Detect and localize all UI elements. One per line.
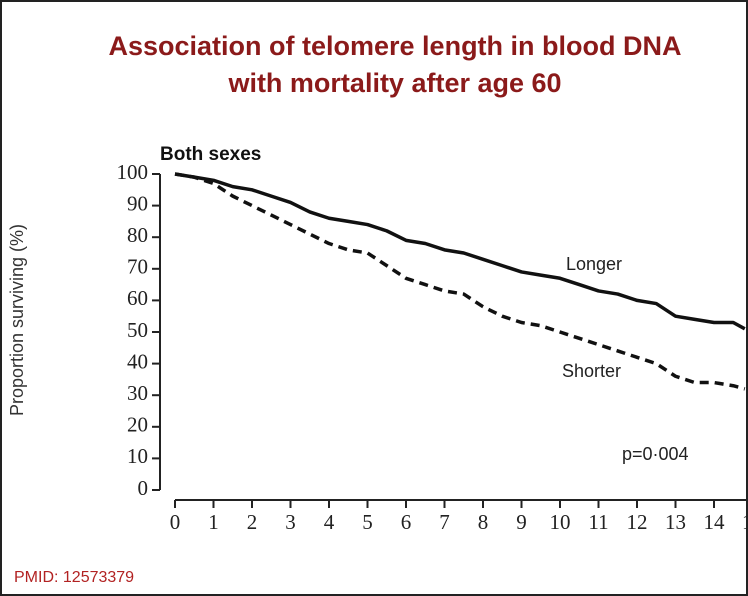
line-series [174, 172, 746, 391]
y-tick-label: 0 [138, 476, 149, 500]
subtitle: Both sexes [160, 144, 261, 165]
y-axis-label: Proportion surviving (%) [7, 224, 27, 416]
line-series [174, 172, 746, 331]
x-tick-label: 6 [401, 510, 412, 534]
chart-title: Association of telomere length in blood … [108, 31, 681, 61]
y-tick-label: 20 [127, 413, 148, 437]
y-tick-label: 70 [127, 255, 148, 279]
y-tick-label: 10 [127, 444, 148, 468]
x-tick-label: 14 [704, 510, 726, 534]
footer: PMID: 12573379 [14, 569, 134, 586]
y-tick-label: 60 [127, 286, 148, 310]
x-tick-label: 10 [550, 510, 571, 534]
chart-title: with mortality after age 60 [227, 68, 561, 98]
y-tick-label: 50 [127, 318, 148, 342]
x-tick-label: 13 [665, 510, 686, 534]
annotation: Longer [566, 254, 622, 274]
x-tick-label: 0 [170, 510, 181, 534]
x-tick-label: 11 [588, 510, 608, 534]
x-tick-label: 3 [285, 510, 296, 534]
annotation: Shorter [562, 361, 621, 381]
y-tick-label: 90 [127, 191, 148, 215]
x-tick-label: 4 [324, 510, 335, 534]
x-tick-label: 12 [627, 510, 648, 534]
x-tick-label: 7 [439, 510, 450, 534]
x-tick-label: 8 [478, 510, 489, 534]
y-tick-label: 100 [117, 160, 149, 184]
y-tick-label: 80 [127, 223, 148, 247]
y-tick-label: 40 [127, 349, 148, 373]
x-tick-label: 5 [362, 510, 373, 534]
annotation: p=0·004 [622, 444, 689, 464]
x-tick-label: 15 [742, 510, 748, 534]
x-tick-label: 9 [516, 510, 527, 534]
x-tick-label: 2 [247, 510, 258, 534]
x-tick-label: 1 [208, 510, 219, 534]
y-tick-label: 30 [127, 381, 148, 405]
